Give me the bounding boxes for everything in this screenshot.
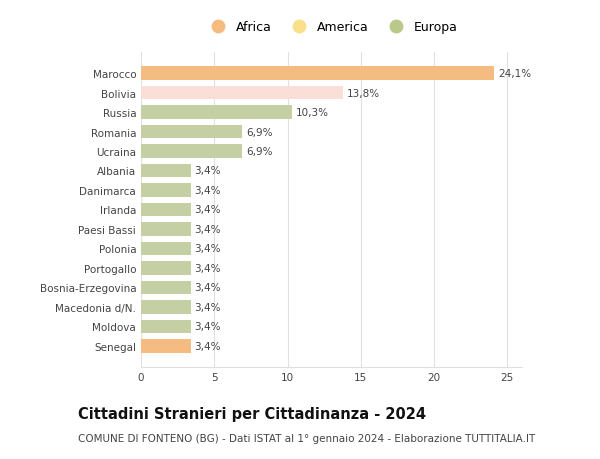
Bar: [141, 242, 191, 256]
Bar: [141, 145, 242, 158]
Bar: [141, 184, 191, 197]
Text: 6,9%: 6,9%: [246, 127, 272, 137]
Text: 3,4%: 3,4%: [194, 185, 221, 196]
Bar: [141, 339, 191, 353]
Text: 3,4%: 3,4%: [194, 244, 221, 254]
Text: 13,8%: 13,8%: [347, 88, 380, 98]
Text: 3,4%: 3,4%: [194, 341, 221, 351]
Text: 3,4%: 3,4%: [194, 322, 221, 332]
Bar: [141, 281, 191, 295]
Text: 10,3%: 10,3%: [296, 108, 329, 118]
Text: COMUNE DI FONTENO (BG) - Dati ISTAT al 1° gennaio 2024 - Elaborazione TUTTITALIA: COMUNE DI FONTENO (BG) - Dati ISTAT al 1…: [78, 433, 535, 442]
Bar: [141, 300, 191, 314]
Bar: [141, 86, 343, 100]
Bar: [141, 164, 191, 178]
Text: Cittadini Stranieri per Cittadinanza - 2024: Cittadini Stranieri per Cittadinanza - 2…: [78, 406, 426, 421]
Text: 3,4%: 3,4%: [194, 302, 221, 312]
Bar: [141, 262, 191, 275]
Text: 6,9%: 6,9%: [246, 147, 272, 157]
Bar: [141, 223, 191, 236]
Text: 24,1%: 24,1%: [498, 69, 531, 79]
Text: 3,4%: 3,4%: [194, 224, 221, 235]
Text: 3,4%: 3,4%: [194, 166, 221, 176]
Bar: [141, 203, 191, 217]
Bar: [141, 320, 191, 334]
Bar: [141, 67, 494, 81]
Bar: [141, 106, 292, 120]
Bar: [141, 125, 242, 139]
Text: 3,4%: 3,4%: [194, 205, 221, 215]
Text: 3,4%: 3,4%: [194, 283, 221, 293]
Legend: Africa, America, Europa: Africa, America, Europa: [206, 21, 457, 34]
Text: 3,4%: 3,4%: [194, 263, 221, 273]
